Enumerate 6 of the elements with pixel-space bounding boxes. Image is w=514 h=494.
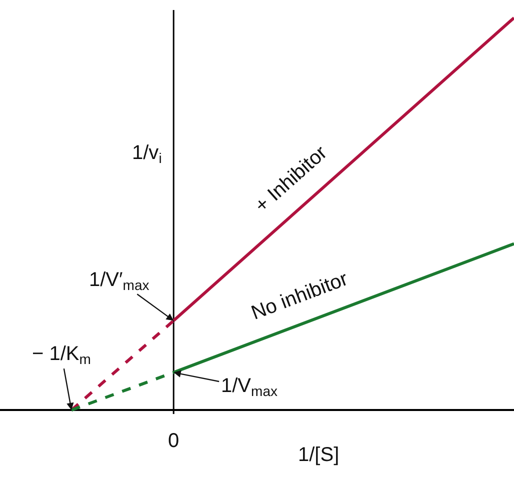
text: 0 xyxy=(168,430,180,452)
y-axis-title: 1/v$_{i}$ xyxy=(132,142,162,166)
annotation: − 1/K$_{m}$ xyxy=(32,343,91,368)
annotation: 1/V′$_{max}$ xyxy=(89,269,150,294)
x-axis-title: 1/[S] xyxy=(298,444,340,466)
annotation: 1/V$_{max}$ xyxy=(221,375,278,400)
